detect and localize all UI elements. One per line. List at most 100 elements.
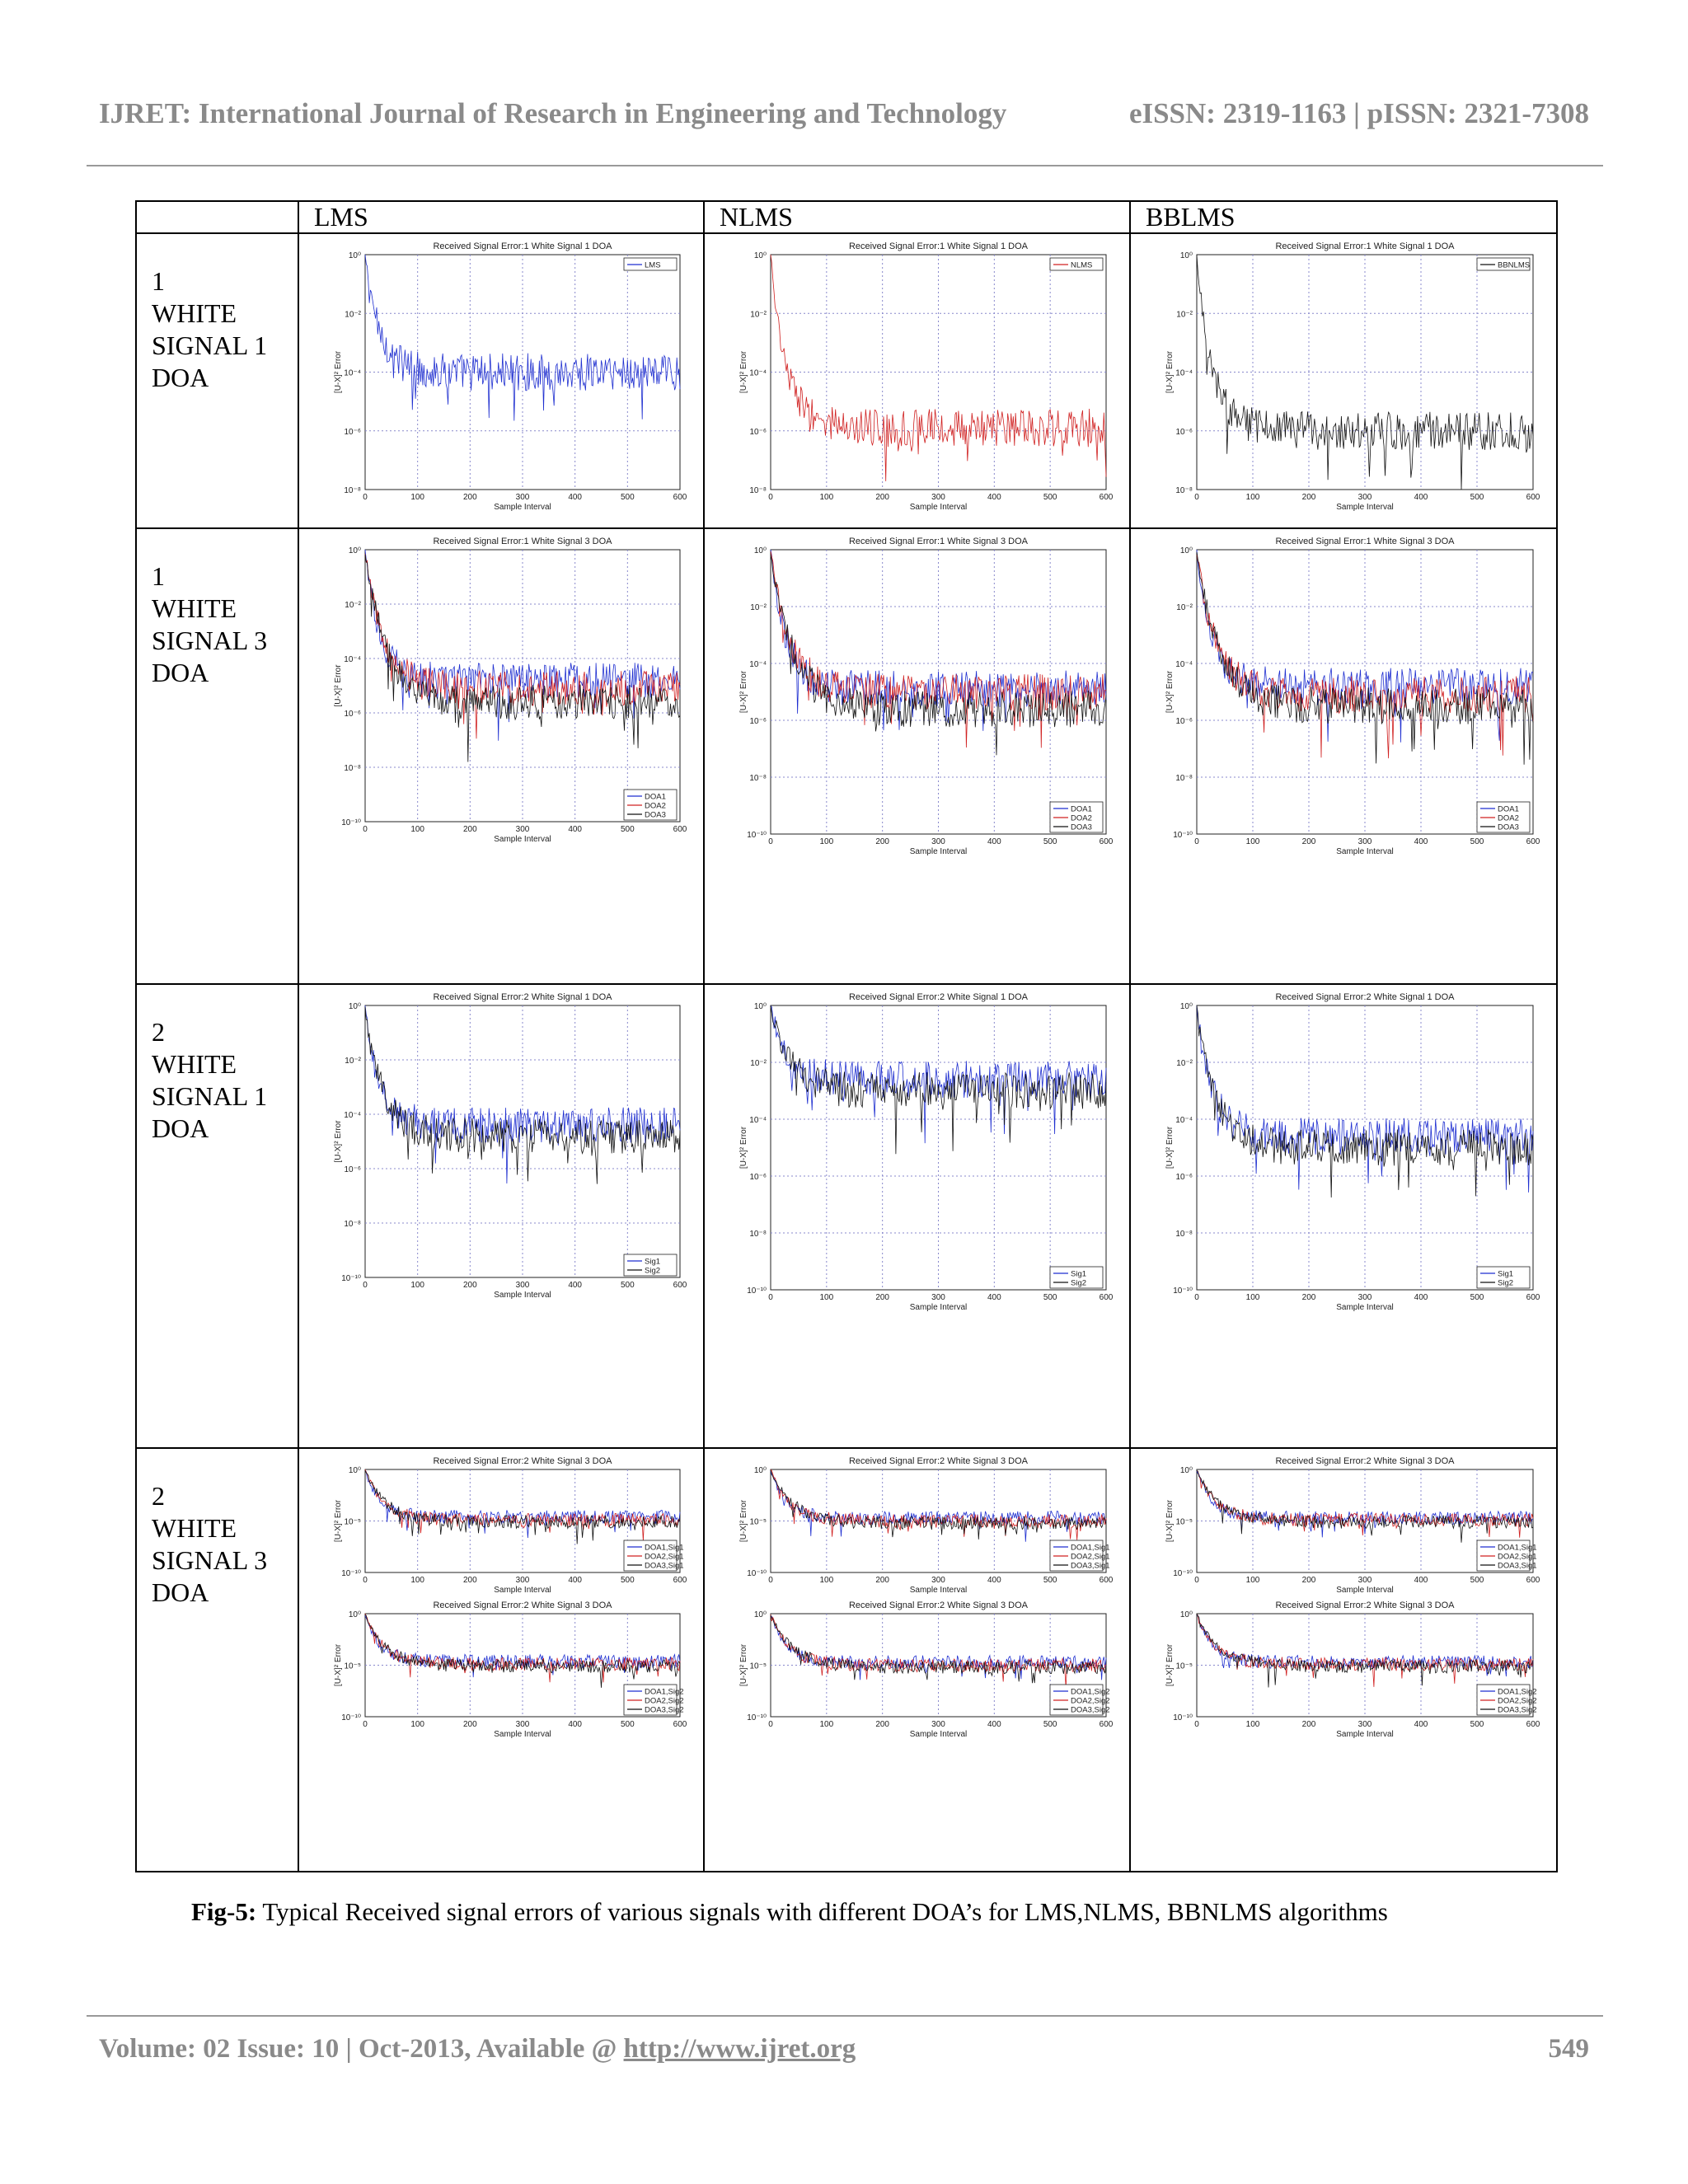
x-tick-label: 200 (463, 493, 477, 502)
legend-label: DOA1 (1071, 805, 1092, 814)
x-tick-label: 400 (568, 825, 582, 834)
x-tick-label: 500 (1470, 493, 1484, 502)
x-tick-label: 100 (410, 1720, 424, 1729)
series-line (770, 555, 1107, 756)
legend-label: DOA3 (1498, 823, 1519, 832)
x-axis-label: Sample Interval (910, 847, 967, 856)
x-tick-label: 500 (1470, 1720, 1484, 1729)
x-tick-label: 300 (516, 1576, 530, 1585)
row-label: 2 WHITE SIGNAL 1 DOA (135, 983, 299, 1449)
x-tick-label: 100 (1246, 493, 1260, 502)
chart-r2-bblms: Received Signal Error:1 White Signal 3 D… (1165, 537, 1540, 856)
legend-box (1049, 257, 1104, 271)
chart-r3-nlms: Received Signal Error:2 White Signal 1 D… (739, 992, 1114, 1312)
header-rule (87, 165, 1603, 166)
x-tick-label: 200 (875, 493, 889, 502)
y-tick-label: 10⁻² (750, 1059, 767, 1068)
legend-label: DOA2,Sig2 (645, 1697, 684, 1706)
chart-r3-lms: Received Signal Error:2 White Signal 1 D… (334, 992, 687, 1300)
y-tick-label: 10⁻⁴ (749, 660, 767, 669)
x-tick-label: 500 (1043, 837, 1057, 846)
x-tick-label: 300 (516, 1281, 530, 1290)
y-tick-label: 10⁰ (349, 546, 361, 555)
x-tick-label: 300 (931, 837, 945, 846)
x-tick-label: 0 (1194, 1576, 1199, 1585)
y-tick-label: 10⁻² (1176, 310, 1193, 319)
x-axis-label: Sample Interval (494, 1586, 551, 1595)
y-tick-label: 10⁻⁸ (344, 1220, 361, 1229)
legend-label: Sig2 (645, 1267, 660, 1276)
y-tick-label: 10⁻⁵ (749, 1518, 767, 1527)
x-tick-label: 600 (1100, 837, 1114, 846)
y-tick-label: 10⁻² (1176, 603, 1193, 612)
chart-title: Received Signal Error:1 White Signal 1 D… (433, 241, 612, 251)
y-tick-label: 10⁻⁸ (1175, 774, 1193, 783)
x-axis-label: Sample Interval (910, 503, 967, 512)
y-axis-label: [U-X]² Error (334, 1120, 343, 1163)
x-tick-label: 300 (516, 1720, 530, 1729)
y-tick-label: 10⁻⁶ (749, 1173, 767, 1182)
corner-cell (135, 200, 299, 234)
series-line (1196, 1469, 1534, 1543)
x-tick-label: 100 (410, 493, 424, 502)
x-tick-label: 100 (1246, 1576, 1260, 1585)
x-tick-label: 200 (1302, 1576, 1316, 1585)
x-tick-label: 600 (1526, 1576, 1540, 1585)
chart-title: Received Signal Error:1 White Signal 3 D… (849, 537, 1029, 546)
y-tick-label: 10⁻¹⁰ (1173, 1713, 1193, 1722)
legend-label: DOA1,Sig1 (1498, 1544, 1537, 1553)
journal-link[interactable]: http://www.ijret.org (623, 2034, 856, 2064)
chart-title: Received Signal Error:2 White Signal 1 D… (1275, 992, 1455, 1002)
series-line (1196, 254, 1534, 490)
chart-r1-lms: Received Signal Error:1 White Signal 1 D… (334, 241, 687, 512)
row-label: 1 WHITE SIGNAL 3 DOA (135, 527, 299, 985)
y-tick-label: 10⁻⁶ (749, 717, 767, 726)
caption-text: Typical Received signal errors of variou… (256, 1897, 1388, 1926)
plot-cell: Received Signal Error:1 White Signal 3 D… (703, 527, 1131, 985)
chart-title: Received Signal Error:2 White Signal 3 D… (849, 1456, 1029, 1466)
legend-label: DOA3,Sig1 (645, 1562, 684, 1571)
x-tick-label: 100 (1246, 837, 1260, 846)
x-tick-label: 600 (1526, 1720, 1540, 1729)
legend-box (623, 789, 678, 821)
chart-title: Received Signal Error:2 White Signal 1 D… (849, 992, 1029, 1002)
series-line (364, 1613, 681, 1683)
series-line (770, 1615, 1107, 1684)
series-line (364, 1615, 681, 1688)
x-tick-label: 200 (1302, 1293, 1316, 1302)
x-tick-label: 300 (931, 1576, 945, 1585)
x-tick-label: 200 (463, 1576, 477, 1585)
plot-area (770, 1005, 1107, 1291)
legend-label: DOA2,Sig1 (1071, 1553, 1110, 1562)
x-tick-label: 200 (1302, 1720, 1316, 1729)
x-tick-label: 400 (987, 1293, 1001, 1302)
x-tick-label: 200 (875, 1576, 889, 1585)
series-line (770, 551, 1107, 748)
y-tick-label: 10⁻⁶ (1175, 428, 1193, 437)
x-axis-label: Sample Interval (494, 1730, 551, 1739)
series-line (364, 1470, 681, 1544)
y-tick-label: 10⁰ (754, 251, 767, 260)
y-tick-label: 10⁻⁴ (1175, 1116, 1193, 1125)
x-axis-label: Sample Interval (1336, 503, 1393, 512)
chart-r3-lms: Received Signal Error:2 White Signal 1 D… (334, 992, 687, 1300)
series-line (770, 1469, 1107, 1540)
x-tick-label: 200 (875, 1293, 889, 1302)
x-tick-label: 400 (987, 1720, 1001, 1729)
plot-cell: Received Signal Error:2 White Signal 1 D… (298, 983, 705, 1449)
chart-r2-lms: Received Signal Error:1 White Signal 3 D… (334, 537, 687, 844)
x-axis-label: Sample Interval (494, 835, 551, 844)
chart-r3-bblms: Received Signal Error:2 White Signal 1 D… (1165, 992, 1540, 1312)
chart-r4-bblms-a: Received Signal Error:2 White Signal 3 D… (1165, 1456, 1540, 1595)
x-tick-label: 600 (1100, 1293, 1114, 1302)
y-tick-label: 10⁻⁴ (344, 1111, 361, 1120)
y-axis-label: [U-X]² Error (739, 1499, 748, 1542)
x-tick-label: 200 (463, 825, 477, 834)
y-tick-label: 10⁻⁸ (1175, 486, 1193, 495)
table-row: 1 WHITE SIGNAL 1 DOA Received Signal Error:… (135, 232, 1558, 529)
